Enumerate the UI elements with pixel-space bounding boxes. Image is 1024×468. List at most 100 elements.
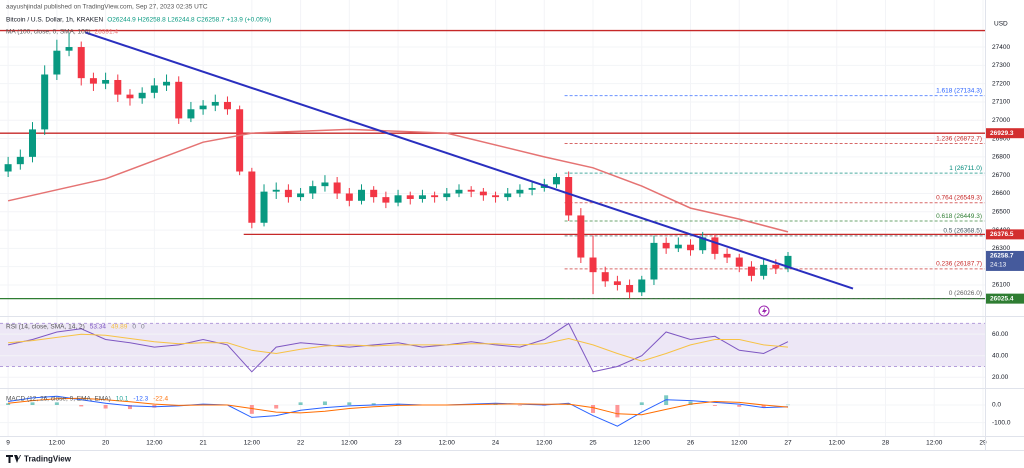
candle-body: [114, 79, 122, 95]
candle-body: [418, 195, 426, 199]
indicator-line: [8, 333, 789, 362]
histogram-bar: [761, 405, 766, 408]
candle-body: [211, 101, 219, 106]
candle-body: [53, 50, 61, 75]
candle-body: [492, 195, 500, 198]
y-tick-label: 26300: [992, 245, 1010, 252]
y-tick-label: 26600: [992, 190, 1010, 197]
icon-bolt: [762, 307, 767, 315]
moving-average: [7, 128, 789, 233]
candle-body: [345, 193, 353, 201]
candle-body: [333, 182, 341, 194]
plot-layer: 9 12:00 20 12:00 21 12:00 22 12:00 23 12:00 24 12:0…: [0, 29, 1011, 447]
candle-body: [455, 189, 463, 194]
price-tag-label: 26025.4: [990, 295, 1014, 302]
y-tick-label: 26800: [992, 154, 1010, 161]
fib-label: 1 (26711.0): [949, 165, 982, 172]
histogram-bar: [249, 405, 254, 414]
y-tick-label: -100.0: [992, 419, 1011, 426]
ma-value: 26391.4: [95, 29, 119, 36]
candle-body: [89, 78, 97, 84]
candle-body: [382, 197, 390, 203]
candle-body: [102, 79, 110, 84]
overlay-layer: 1.618 (27134.3) 1.236 (26872.7) 1 (26711.0…: [6, 87, 1024, 403]
candle-body: [528, 187, 536, 190]
candle-body: [650, 242, 658, 280]
candle-body: [723, 253, 731, 258]
fib-label: 0.5 (26368.5): [943, 228, 982, 235]
candle-body: [297, 193, 305, 198]
indicator-value: 53.34: [90, 324, 107, 331]
candle-body: [370, 189, 378, 198]
y-tick-label: 20.00: [992, 374, 1009, 381]
y-tick-label: 26100: [992, 282, 1010, 289]
candle-body: [187, 109, 195, 119]
x-tick-label: 9: [6, 440, 10, 447]
candle-body: [687, 244, 695, 251]
y-tick-label: 60.00: [992, 331, 1009, 338]
histogram-bar: [54, 402, 59, 405]
indicator-value: 10.1: [116, 396, 129, 403]
candle-body: [504, 193, 512, 198]
candle-body: [613, 281, 621, 285]
price-tag: [986, 293, 1024, 304]
candle-body: [248, 171, 256, 223]
candle-body: [406, 195, 414, 199]
candle-body: [41, 74, 49, 130]
candle-body: [431, 195, 439, 198]
y-tick-label: 26500: [992, 208, 1010, 215]
logo[interactable]: TradingView: [6, 455, 72, 464]
x-tick-label: 12:00: [49, 440, 66, 447]
ohlc: O26244.9 H26258.8 L26244.8 C26258.7 +13.…: [107, 17, 271, 24]
candle-body: [358, 189, 366, 201]
x-tick-label: 21: [199, 440, 207, 447]
x-tick-label: 24: [492, 440, 500, 447]
candle-body: [699, 237, 707, 251]
candle-body: [65, 47, 73, 51]
candle-body: [565, 176, 573, 216]
x-tick-label: 28: [882, 440, 890, 447]
histogram-bar: [786, 404, 790, 406]
candle-body: [321, 182, 329, 187]
histogram-bar: [639, 402, 644, 405]
x-tick-label: 25: [589, 440, 597, 447]
x-tick-label: 12:00: [829, 440, 846, 447]
candle-body: [223, 101, 231, 110]
indicator-line: [8, 397, 789, 416]
candle-body: [711, 237, 719, 254]
candle-body: [626, 284, 634, 293]
candle-body: [735, 257, 743, 267]
fib-label: 0.236 (26187.7): [936, 261, 982, 268]
histogram-bar: [615, 405, 620, 418]
indicator-icon[interactable]: [758, 305, 770, 317]
candle-body: [747, 266, 755, 276]
y-tick-label: 27200: [992, 80, 1010, 87]
histogram-bar: [737, 405, 742, 407]
candle-body: [309, 186, 317, 194]
candle-body: [760, 264, 768, 276]
indicator-title: RSI (14, close, SMA, 14, 2): [6, 324, 85, 331]
brand: TradingView: [24, 455, 72, 464]
candle-body: [674, 244, 682, 249]
indicator-title: MACD (12, 26, close, 9, EMA, EMA): [6, 396, 111, 403]
indicator-value: 49.89: [111, 324, 128, 331]
y-tick-label: 26900: [992, 135, 1010, 142]
candle-body: [199, 105, 207, 110]
candle-body: [126, 94, 134, 99]
candle-body: [284, 189, 292, 198]
histogram-bar: [127, 405, 132, 410]
x-tick-label: 12:00: [244, 440, 261, 447]
histogram-bar: [712, 405, 717, 406]
candle-body: [601, 272, 609, 282]
candle-body: [272, 189, 280, 192]
histogram-bar: [298, 402, 303, 405]
histogram-bar: [591, 405, 596, 413]
histogram-bar: [6, 403, 11, 405]
x-tick-label: 12:00: [926, 440, 943, 447]
candle-body: [394, 195, 402, 203]
x-tick-label: 23: [394, 440, 402, 447]
y-tick-label: 27000: [992, 117, 1010, 124]
x-tick-label: 12:00: [146, 440, 163, 447]
x-tick-label: 12:00: [731, 440, 748, 447]
